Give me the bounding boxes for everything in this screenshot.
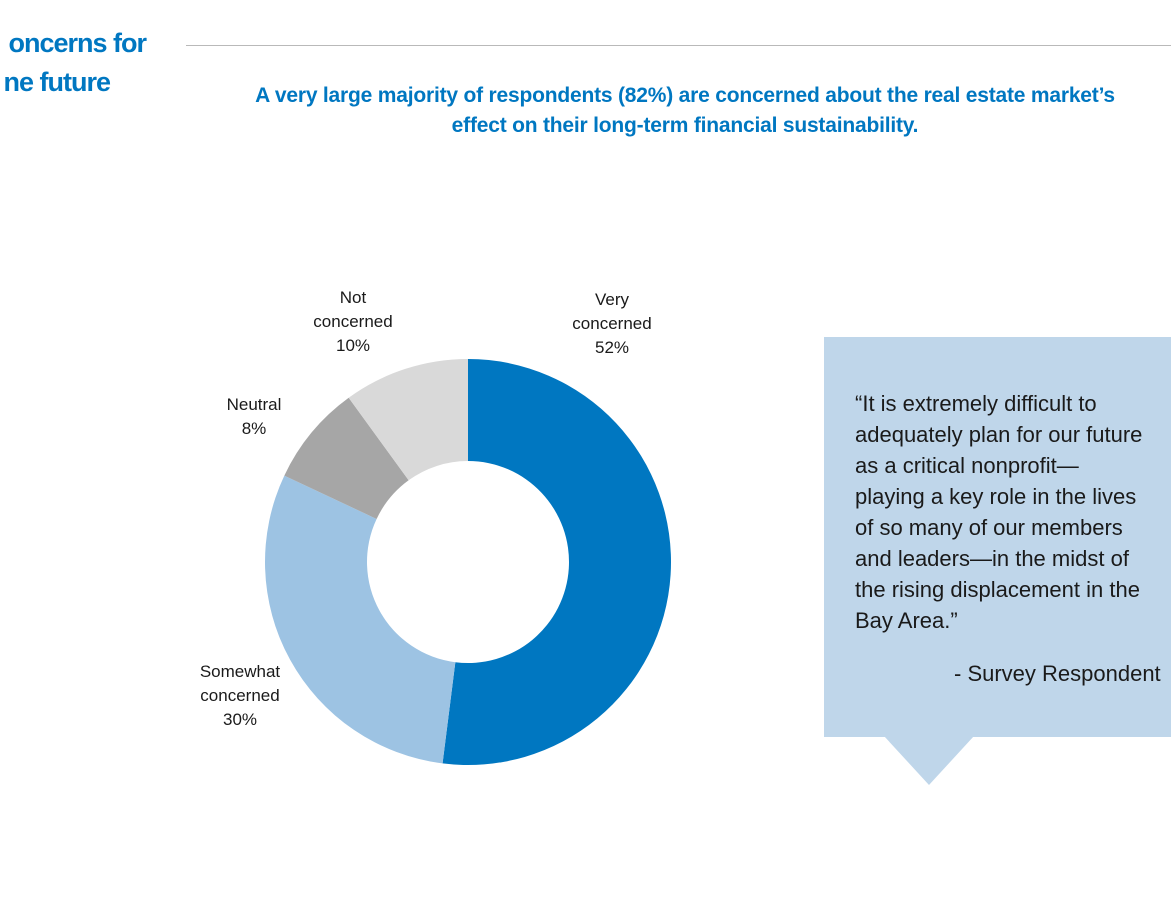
- quote-callout-pointer: [884, 736, 974, 785]
- header-divider: [186, 45, 1171, 46]
- donut-slice-neutral: [284, 397, 409, 519]
- donut-slice-not-concerned: [348, 359, 468, 481]
- quote-attribution: - Survey Respondent: [954, 661, 1161, 686]
- quote-callout: “It is extremely difficult to adequately…: [824, 337, 1171, 737]
- slice-label-very-concerned: Very concerned 52%: [572, 290, 651, 357]
- slice-label-not-concerned: Not concerned 10%: [313, 288, 392, 355]
- donut-slice-very-concerned: [442, 359, 671, 765]
- donut-slice-somewhat-concerned: [264, 475, 456, 764]
- slice-label-neutral: Neutral 8%: [227, 395, 282, 438]
- slice-label-somewhat-concerned: Somewhat concerned 30%: [200, 662, 281, 729]
- section-title-line-2: ne future: [3, 67, 111, 97]
- chart-headline: A very large majority of respondents (82…: [255, 84, 1115, 137]
- section-title: oncerns for ne future: [0, 26, 178, 116]
- quote-text: “It is extremely difficult to adequately…: [855, 391, 1143, 633]
- section-title-line-1: oncerns for: [8, 28, 147, 58]
